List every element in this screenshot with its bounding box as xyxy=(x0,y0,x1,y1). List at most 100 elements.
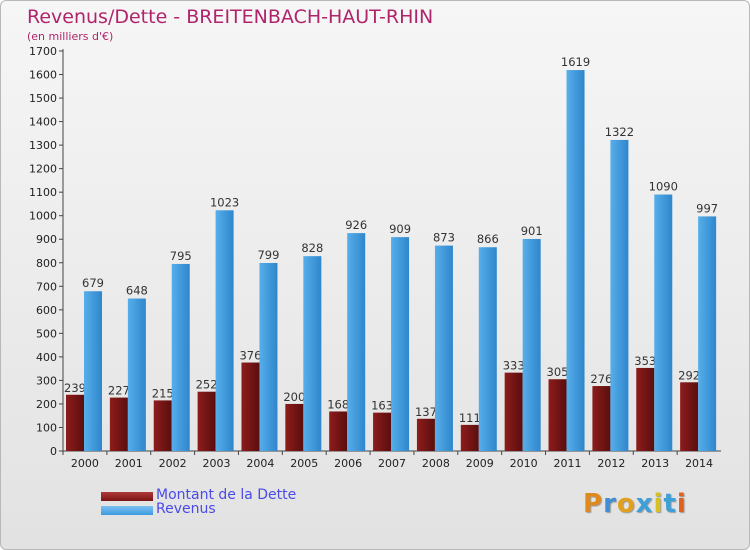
logo-letter: P xyxy=(583,489,604,519)
revenue-value-label: 1090 xyxy=(649,180,678,194)
debt-bar xyxy=(680,382,699,451)
legend-swatch-revenue xyxy=(101,506,153,515)
debt-value-label: 111 xyxy=(459,411,481,425)
revenue-value-label: 926 xyxy=(345,218,367,232)
logo-letter: r xyxy=(603,489,617,519)
revenue-value-label: 1322 xyxy=(605,125,634,139)
revenue-value-label: 1619 xyxy=(561,55,590,69)
revenue-value-label: 795 xyxy=(170,249,192,263)
x-tick-label: 2001 xyxy=(115,457,143,470)
revenue-bar xyxy=(610,139,629,452)
debt-value-label: 227 xyxy=(108,384,130,398)
revenue-value-label: 828 xyxy=(301,241,323,255)
debt-bar xyxy=(504,372,523,451)
debt-value-label: 252 xyxy=(196,378,218,392)
y-tick-label: 100 xyxy=(36,421,57,434)
revenue-bar xyxy=(698,216,717,451)
x-tick-label: 2011 xyxy=(553,457,581,470)
debt-value-label: 137 xyxy=(415,405,437,419)
y-tick-label: 0 xyxy=(50,445,57,458)
x-tick-label: 2007 xyxy=(378,457,406,470)
debt-value-label: 168 xyxy=(327,397,349,411)
y-tick-label: 200 xyxy=(36,398,57,411)
debt-value-label: 163 xyxy=(371,399,393,413)
revenue-value-label: 997 xyxy=(696,201,718,215)
debt-bar xyxy=(373,412,392,451)
y-tick-label: 1000 xyxy=(29,210,57,223)
revenue-value-label: 1023 xyxy=(210,195,239,209)
bar-chart: 0 100 200 300 400 500 600 700 800 900 1000 1100 1200… xyxy=(29,45,721,470)
debt-bar xyxy=(460,424,479,451)
x-tick-label: 2004 xyxy=(246,457,274,470)
x-tick-label: 2005 xyxy=(290,457,318,470)
debt-bar xyxy=(153,400,172,451)
y-tick-label: 1600 xyxy=(29,69,57,82)
x-tick-label: 2003 xyxy=(203,457,231,470)
x-tick-label: 2006 xyxy=(334,457,362,470)
chart-subtitle: (en milliers d'€) xyxy=(27,30,114,43)
proxiti-logo: Proxiti xyxy=(583,489,687,519)
revenue-bar xyxy=(215,210,234,451)
logo-letter: i xyxy=(676,489,687,519)
legend-label-debt: Montant de la Dette xyxy=(156,487,297,503)
revenue-bar xyxy=(303,256,322,451)
legend-label-revenue: Revenus xyxy=(156,501,216,517)
x-tick-label: 2000 xyxy=(71,457,99,470)
legend-swatch-debt xyxy=(101,492,153,501)
y-tick-label: 1300 xyxy=(29,139,57,152)
y-tick-label: 800 xyxy=(36,257,57,270)
y-tick-label: 300 xyxy=(36,374,57,387)
revenue-bar xyxy=(566,70,585,451)
revenue-bar xyxy=(522,239,541,451)
logo-letter: i xyxy=(653,489,664,519)
y-tick-label: 500 xyxy=(36,327,57,340)
x-tick-label: 2014 xyxy=(685,457,713,470)
revenue-value-label: 679 xyxy=(82,276,104,290)
y-tick-label: 1200 xyxy=(29,163,57,176)
debt-value-label: 353 xyxy=(634,354,656,368)
revenue-value-label: 648 xyxy=(126,284,148,298)
revenue-value-label: 866 xyxy=(477,232,499,246)
debt-bar xyxy=(416,418,435,451)
revenue-bar xyxy=(259,263,278,451)
x-tick-label: 2013 xyxy=(641,457,669,470)
debt-bar xyxy=(636,367,655,451)
debt-value-label: 200 xyxy=(283,390,305,404)
revenue-value-label: 799 xyxy=(257,248,279,262)
y-tick-label: 1100 xyxy=(29,186,57,199)
y-tick-label: 1700 xyxy=(29,45,57,58)
y-tick-label: 400 xyxy=(36,351,57,364)
debt-bar xyxy=(241,362,260,451)
y-tick-label: 700 xyxy=(36,280,57,293)
y-tick-label: 1400 xyxy=(29,116,57,129)
revenue-bar xyxy=(347,233,366,451)
debt-value-label: 305 xyxy=(547,365,569,379)
debt-value-label: 333 xyxy=(503,359,525,373)
logo-letter: t xyxy=(663,489,677,519)
revenue-bar xyxy=(391,237,410,451)
debt-bar xyxy=(329,411,348,451)
x-tick-label: 2010 xyxy=(510,457,538,470)
debt-value-label: 276 xyxy=(590,372,612,386)
x-tick-label: 2009 xyxy=(466,457,494,470)
revenue-value-label: 909 xyxy=(389,222,411,236)
revenue-bar xyxy=(654,194,673,451)
debt-bar xyxy=(285,403,304,451)
debt-value-label: 215 xyxy=(152,386,174,400)
debt-bar xyxy=(197,391,216,451)
y-tick-label: 1500 xyxy=(29,92,57,105)
debt-bar xyxy=(592,386,611,451)
debt-bar xyxy=(66,394,84,451)
x-tick-label: 2002 xyxy=(159,457,187,470)
debt-bar xyxy=(548,379,567,451)
x-tick-label: 2012 xyxy=(597,457,625,470)
debt-value-label: 376 xyxy=(239,349,261,363)
debt-value-label: 239 xyxy=(64,381,86,395)
x-tick-label: 2008 xyxy=(422,457,450,470)
revenue-bar xyxy=(171,263,190,451)
revenue-bar xyxy=(127,298,146,451)
revenue-bar xyxy=(478,247,497,451)
logo-letter: x xyxy=(635,489,654,519)
debt-bar xyxy=(109,397,128,451)
revenue-value-label: 873 xyxy=(433,231,455,245)
